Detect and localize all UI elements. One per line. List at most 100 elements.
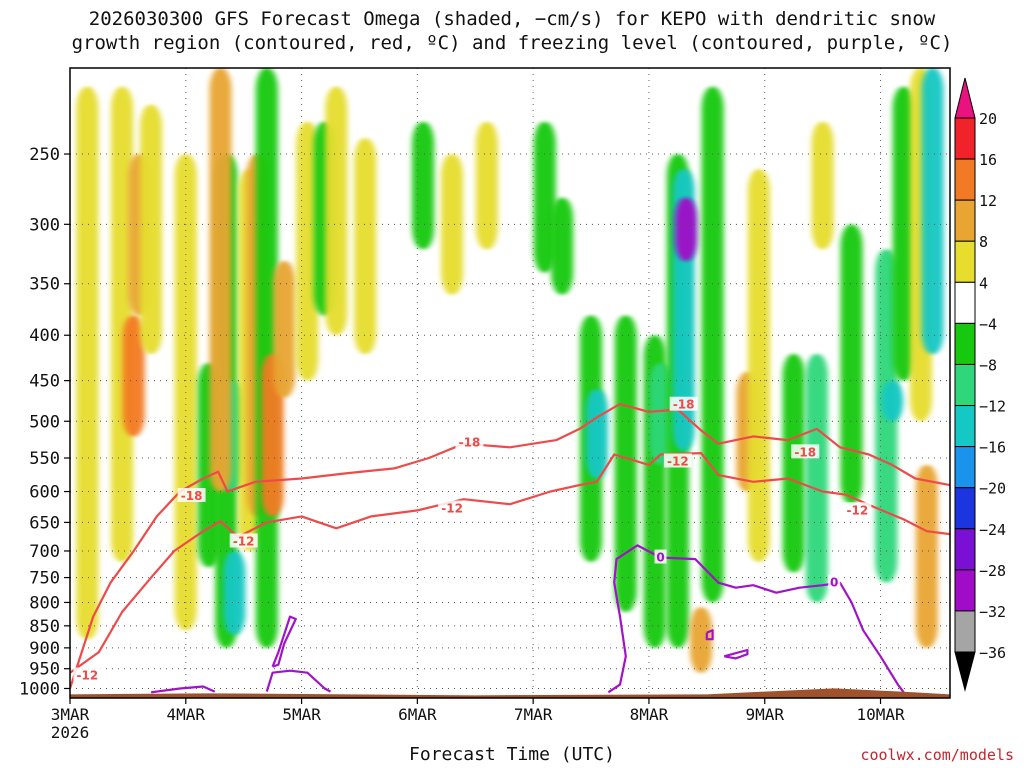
x-tick-label-6MAR: 6MAR bbox=[398, 705, 437, 724]
x-tick-label-3MAR: 3MAR bbox=[51, 705, 90, 724]
omega-cell-23 bbox=[533, 121, 556, 273]
x-axis-title: Forecast Time (UTC) bbox=[409, 744, 615, 765]
dgz-label-bg-1-4 bbox=[843, 502, 872, 517]
omega-cell-24 bbox=[551, 197, 574, 295]
colorbar-label-1: 16 bbox=[979, 151, 997, 169]
freezing-label-0-0: 0 bbox=[656, 551, 664, 565]
colorbar: 20 16 12 8 4 −4 −8 −12 −16 −20 −24 −28 −32 −36 bbox=[954, 77, 1006, 692]
colorbar-bin-8 bbox=[954, 446, 976, 489]
dgz-label-0-1: -18 bbox=[459, 435, 481, 449]
dgz-label-bg-1-0 bbox=[73, 667, 102, 682]
x-tick-sublabel-3MAR: 2026 bbox=[51, 723, 90, 742]
x-tick-label-9MAR: 9MAR bbox=[745, 705, 784, 724]
dgz-label-0-2: -18 bbox=[673, 398, 695, 412]
omega-shading-layer bbox=[76, 68, 944, 673]
freezing-contour-2 bbox=[265, 669, 332, 693]
terrain-fill bbox=[70, 688, 950, 698]
omega-cell-27 bbox=[614, 315, 637, 612]
freezing-contour-0 bbox=[607, 544, 905, 694]
y-tick-label-250: 250 bbox=[29, 145, 60, 165]
omega-cell-10 bbox=[209, 68, 232, 492]
omega-cell-29 bbox=[649, 363, 672, 465]
colorbar-label-3: 8 bbox=[979, 233, 988, 251]
colorbar-bin-5 bbox=[954, 322, 976, 365]
omega-cell-37 bbox=[782, 354, 805, 573]
colorbar-bin-12 bbox=[954, 610, 976, 653]
x-tick-label-7MAR: 7MAR bbox=[514, 705, 553, 724]
colorbar-label-5: −4 bbox=[979, 315, 997, 333]
omega-cell-21 bbox=[441, 154, 464, 295]
colorbar-top-arrow bbox=[954, 77, 976, 119]
colorbar-label-7: −12 bbox=[979, 398, 1006, 416]
colorbar-bin-11 bbox=[954, 569, 976, 612]
omega-cell-34 bbox=[701, 86, 724, 603]
freezing-contour-3 bbox=[271, 615, 297, 668]
dgz-label-1-0: -12 bbox=[77, 669, 99, 683]
x-tick-label-5MAR: 5MAR bbox=[282, 705, 321, 724]
freezing-contour-4 bbox=[705, 629, 714, 641]
chart-title-line-1: 2026030300 GFS Forecast Omega (shaded, −… bbox=[88, 8, 936, 30]
dgz-label-0-3: -18 bbox=[794, 445, 816, 459]
x-tick-label-4MAR: 4MAR bbox=[167, 705, 206, 724]
omega-cell-39 bbox=[811, 121, 834, 250]
axis-layer: 2503003504004505005506006507007508008509… bbox=[19, 145, 905, 742]
omega-cell-1 bbox=[111, 86, 134, 562]
dgz-label-bg-0-2 bbox=[669, 396, 698, 411]
y-tick-label-500: 500 bbox=[29, 412, 60, 432]
dgz-label-1-2: -12 bbox=[441, 502, 463, 516]
omega-cell-45 bbox=[915, 464, 938, 648]
x-tick-label-8MAR: 8MAR bbox=[630, 705, 669, 724]
colorbar-label-4: 4 bbox=[979, 274, 988, 292]
freezing-label-0-1: 0 bbox=[830, 576, 838, 590]
dgz-label-bg-1-1 bbox=[229, 533, 258, 548]
chart-title-line-2: growth region (contoured, red, ºC) and f… bbox=[71, 32, 953, 54]
omega-cell-32 bbox=[675, 197, 697, 262]
dgz-label-bg-1-2 bbox=[438, 500, 467, 515]
colorbar-label-9: −20 bbox=[979, 480, 1006, 498]
omega-cell-0 bbox=[76, 86, 99, 640]
colorbar-bin-4 bbox=[954, 281, 976, 324]
colorbar-label-8: −16 bbox=[979, 439, 1006, 457]
dgz-label-bg-0-3 bbox=[791, 444, 820, 459]
y-tick-label-750: 750 bbox=[29, 569, 60, 589]
y-tick-label-550: 550 bbox=[29, 449, 60, 469]
y-tick-label-450: 450 bbox=[29, 372, 60, 392]
omega-cell-9 bbox=[223, 550, 246, 635]
y-tick-label-600: 600 bbox=[29, 483, 60, 503]
dgz-label-bg-0-1 bbox=[455, 434, 484, 449]
omega-cell-38 bbox=[805, 354, 828, 603]
colorbar-label-13: −36 bbox=[979, 644, 1006, 662]
y-tick-label-850: 850 bbox=[29, 617, 60, 637]
colorbar-bin-9 bbox=[954, 487, 976, 530]
colorbar-bin-10 bbox=[954, 528, 976, 571]
omega-cell-16 bbox=[296, 121, 319, 381]
plot-frame bbox=[69, 67, 951, 699]
freezing-label-bg-0-1 bbox=[828, 574, 841, 589]
omega-cell-14 bbox=[261, 354, 284, 517]
freezing-contour-5 bbox=[723, 648, 749, 660]
y-tick-label-650: 650 bbox=[29, 513, 60, 533]
dgz-contour-1 bbox=[70, 452, 950, 674]
y-tick-label-800: 800 bbox=[29, 593, 60, 613]
omega-cell-19 bbox=[354, 138, 377, 355]
dgz-label-1-1: -12 bbox=[233, 534, 255, 548]
dgz-label-bg-1-3 bbox=[663, 453, 692, 468]
colorbar-label-2: 12 bbox=[979, 192, 997, 210]
y-tick-label-1000: 1000 bbox=[19, 679, 60, 699]
colorbar-bin-7 bbox=[954, 405, 976, 448]
omega-cell-36 bbox=[747, 169, 770, 562]
credit-text: coolwx.com/models bbox=[860, 746, 1014, 764]
omega-cell-4 bbox=[140, 104, 163, 355]
colorbar-label-0: 20 bbox=[979, 110, 997, 128]
omega-cell-2 bbox=[122, 315, 145, 437]
dgz-label-1-3: -12 bbox=[667, 454, 689, 468]
y-tick-label-950: 950 bbox=[29, 660, 60, 680]
dgz-label-1-4: -12 bbox=[847, 503, 869, 517]
contour-layer: -18 -18 -18 -18 -12 -12 -12 -12 -12 0 0 bbox=[70, 396, 950, 694]
omega-cell-42 bbox=[881, 380, 904, 422]
y-tick-label-350: 350 bbox=[29, 275, 60, 295]
colorbar-bin-2 bbox=[954, 199, 976, 242]
freezing-label-bg-0-0 bbox=[654, 549, 667, 564]
colorbar-label-12: −32 bbox=[979, 603, 1006, 621]
